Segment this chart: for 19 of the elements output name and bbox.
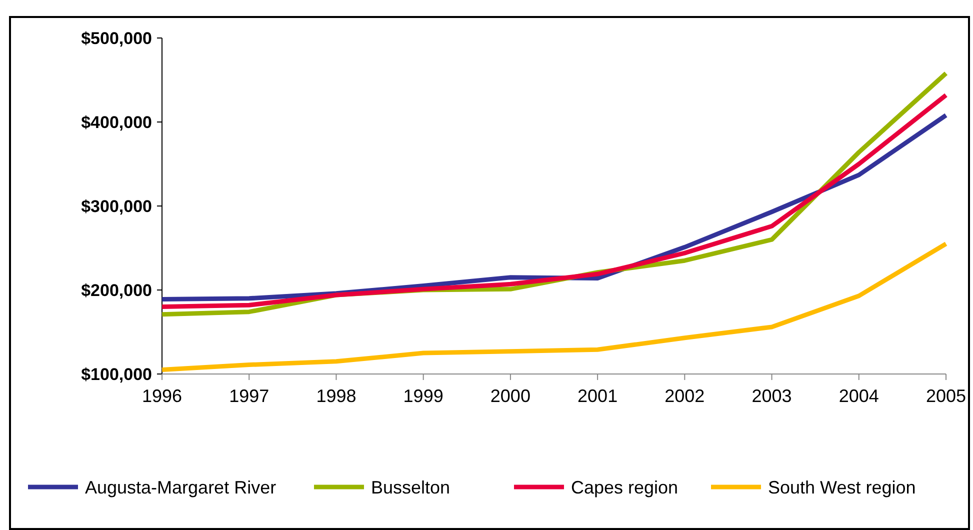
- x-tick-label: 1997: [229, 386, 270, 406]
- x-tick-label: 2003: [752, 386, 792, 406]
- legend-label: Busselton: [371, 477, 450, 498]
- y-tick-label: $400,000: [81, 112, 152, 132]
- y-tick-label: $200,000: [81, 280, 152, 300]
- y-tick-label: $500,000: [81, 28, 152, 48]
- x-tick-label: 2001: [578, 386, 618, 406]
- y-tick-label: $300,000: [81, 196, 152, 216]
- y-tick-label: $100,000: [81, 364, 152, 384]
- x-tick-label: 2004: [838, 386, 879, 406]
- x-tick-label: 1998: [316, 386, 356, 406]
- x-tick-label: 2005: [926, 386, 966, 406]
- x-tick-label: 1999: [403, 386, 444, 406]
- x-tick-label: 1996: [142, 386, 182, 406]
- legend-label: Capes region: [571, 477, 678, 498]
- x-tick-label: 2000: [490, 386, 530, 406]
- legend-label: Augusta-Margaret River: [85, 477, 276, 498]
- legend-label: South West region: [768, 477, 916, 498]
- x-tick-label: 2002: [664, 386, 705, 406]
